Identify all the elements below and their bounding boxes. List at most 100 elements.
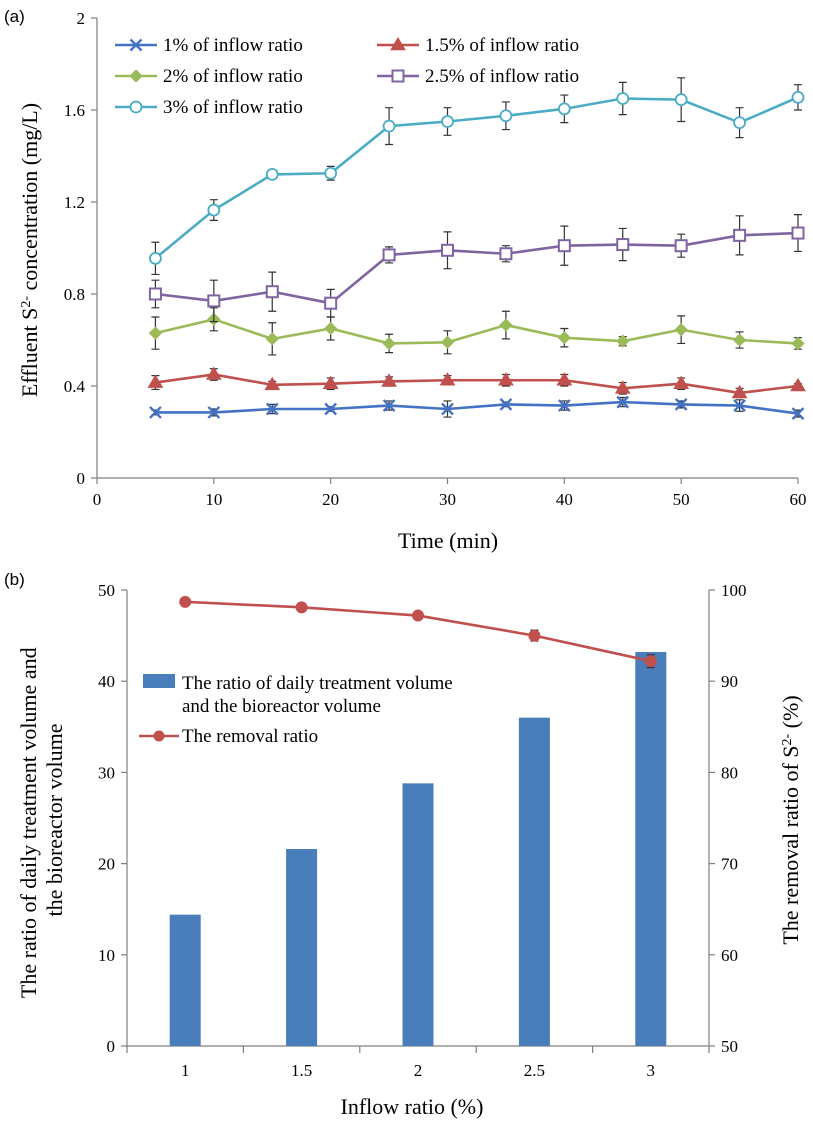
panel-a-series-line bbox=[154, 96, 799, 260]
panel-b-left-y-tick-label: 10 bbox=[98, 946, 115, 965]
panel-a-data-point bbox=[674, 239, 688, 253]
panel-b-right-ylabel-superscript: 2- bbox=[780, 733, 795, 745]
panel-a-y-tick-label: 1.2 bbox=[64, 193, 85, 212]
panel-a-series-line bbox=[155, 317, 799, 345]
panel-a-legend-label: 2.5% of inflow ratio bbox=[425, 66, 579, 87]
panel-b-removal-line bbox=[179, 595, 657, 669]
panel-a-data-point bbox=[440, 335, 455, 349]
panel-a-data-point bbox=[674, 398, 688, 411]
panel-b-left-ylabel-line1: The ratio of daily treatment volume and bbox=[16, 647, 41, 998]
panel-a-data-point bbox=[557, 399, 571, 412]
panel-a-data-point bbox=[265, 332, 279, 346]
panel-a-x-tick-label: 20 bbox=[322, 490, 339, 509]
panel-a-legend-marker bbox=[129, 69, 143, 83]
panel-a-series-line bbox=[155, 231, 799, 305]
panel-a-data-point bbox=[382, 336, 396, 351]
panel-a-data-point bbox=[382, 248, 396, 262]
panel-b-label: (b) bbox=[4, 570, 25, 589]
panel-a-data-point bbox=[556, 372, 573, 386]
panel-b-x-tick-label: 3 bbox=[647, 1061, 656, 1080]
panel-a-data-point bbox=[207, 406, 221, 419]
panel-a-data-point bbox=[441, 402, 454, 416]
panel-a-data-point bbox=[322, 375, 339, 389]
panel-a-data-point bbox=[674, 93, 688, 107]
panel-b-right-y-axis-title: The removal ratio of S2- (%) bbox=[778, 695, 803, 944]
panel-b-left-ylabel-line2: the bioreactor volume bbox=[42, 723, 67, 916]
panel-a-data-point bbox=[791, 407, 805, 420]
panel-a-x-tick-label: 10 bbox=[205, 490, 222, 509]
panel-a-data-point bbox=[148, 287, 162, 301]
panel-b-left-y-tick-label: 40 bbox=[98, 672, 115, 691]
panel-b-data-point bbox=[644, 655, 657, 668]
panel-a-data-point bbox=[733, 116, 746, 130]
panel-a-data-point bbox=[265, 285, 279, 299]
panel-b-data-point bbox=[179, 595, 192, 608]
panel-a-data-point bbox=[207, 203, 221, 217]
panel-a-data-point bbox=[557, 102, 571, 116]
panel-a-data-point bbox=[382, 399, 396, 412]
panel-b-bar bbox=[635, 652, 667, 1046]
panel-a-legend-entry-4: 2.5% of inflow ratio bbox=[377, 66, 579, 87]
panel-b-x-tick-label: 1 bbox=[181, 1061, 190, 1080]
panel-b-x-tick-label: 2 bbox=[414, 1061, 423, 1080]
panel-a-data-point bbox=[264, 376, 281, 391]
panel-a-y-tick-label: 0 bbox=[77, 469, 86, 488]
panel-a-data-point bbox=[732, 333, 747, 347]
panel-a-y-tick-label: 1.6 bbox=[64, 101, 85, 120]
panel-b-right-y-tick-label: 70 bbox=[721, 855, 738, 874]
panel-a-data-point bbox=[265, 402, 279, 416]
panel-a-legend-entry-5: 3% of inflow ratio bbox=[115, 97, 303, 118]
panel-b-bar bbox=[286, 849, 318, 1046]
panel-a-legend-label: 3% of inflow ratio bbox=[163, 97, 303, 118]
panel-a-data-point bbox=[147, 374, 164, 388]
panel-a-legend-entry-2: 1.5% of inflow ratio bbox=[377, 35, 579, 56]
panel-a-ylabel-part1: Effluent S bbox=[17, 308, 42, 397]
panel-b-bars bbox=[169, 652, 667, 1046]
panel-b-bar bbox=[518, 717, 550, 1046]
panel-a-y-tick-label: 2 bbox=[77, 9, 86, 28]
panel-a-data-point bbox=[557, 239, 571, 253]
panel-b-data-point bbox=[412, 609, 424, 622]
panel-b-legend-entry-line: The removal ratio bbox=[139, 726, 318, 747]
panel-a-series bbox=[147, 77, 806, 420]
panel-b-left-y-tick-label: 20 bbox=[98, 855, 115, 874]
panel-a-legend-marker bbox=[129, 100, 143, 114]
panel-a-legend-marker bbox=[129, 38, 143, 52]
panel-b-left-y-tick-label: 30 bbox=[98, 763, 115, 782]
panel-a-data-point bbox=[441, 115, 454, 128]
panel-a-data-point bbox=[733, 399, 746, 412]
panel-b-data-point bbox=[528, 629, 541, 642]
panel-a-data-point bbox=[499, 247, 513, 261]
panel-b-x-tick-label: 1.5 bbox=[291, 1061, 312, 1080]
panel-a-data-point bbox=[499, 109, 513, 123]
panel-a-data-point bbox=[149, 251, 162, 265]
panel-a-y-tick-label: 0.4 bbox=[64, 377, 86, 396]
panel-a-data-point bbox=[265, 167, 279, 181]
panel-a-axes: 0 10 20 30 40 50 60 0 0.4 0.8 1.2 1.6 2 bbox=[64, 9, 807, 509]
panel-a-data-point bbox=[674, 323, 688, 337]
panel-b-right-ylabel-part1: The removal ratio of S bbox=[778, 745, 803, 944]
panel-a-series-1 bbox=[149, 395, 805, 420]
panel-b-bar bbox=[402, 783, 434, 1046]
panel-b-right-y-tick-label: 90 bbox=[721, 672, 738, 691]
panel-b-legend-label: The removal ratio bbox=[182, 726, 318, 747]
panel-a-legend-label: 1% of inflow ratio bbox=[163, 35, 303, 56]
panel-a-data-point bbox=[324, 296, 338, 310]
panel-a-legend-entry-3: 2% of inflow ratio bbox=[115, 66, 303, 87]
panel-b-right-y-tick-label: 60 bbox=[721, 946, 738, 965]
panel-a-x-tick-label: 50 bbox=[673, 490, 690, 509]
panel-b-left-y-tick-label: 0 bbox=[107, 1037, 116, 1056]
panel-b-x-tick-label: 2.5 bbox=[524, 1061, 545, 1080]
panel-a-data-point bbox=[616, 92, 630, 105]
panel-a-series-4 bbox=[148, 214, 805, 323]
panel-a-ylabel-superscript: 2- bbox=[19, 296, 34, 308]
panel-a-data-point bbox=[381, 373, 397, 387]
panel-b-legend-entry-bars: The ratio of daily treatment volume and t… bbox=[143, 673, 453, 717]
panel-a-legend-entry-1: 1% of inflow ratio bbox=[115, 35, 303, 56]
panel-a-ylabel-part2: concentration (mg/L) bbox=[17, 103, 42, 296]
panel-b-left-y-tick-label: 50 bbox=[98, 581, 115, 600]
panel-a-series-2 bbox=[147, 366, 806, 399]
panel-b-legend-label-line: The ratio of daily treatment volume bbox=[182, 673, 453, 694]
panel-a-series-line bbox=[155, 373, 799, 395]
